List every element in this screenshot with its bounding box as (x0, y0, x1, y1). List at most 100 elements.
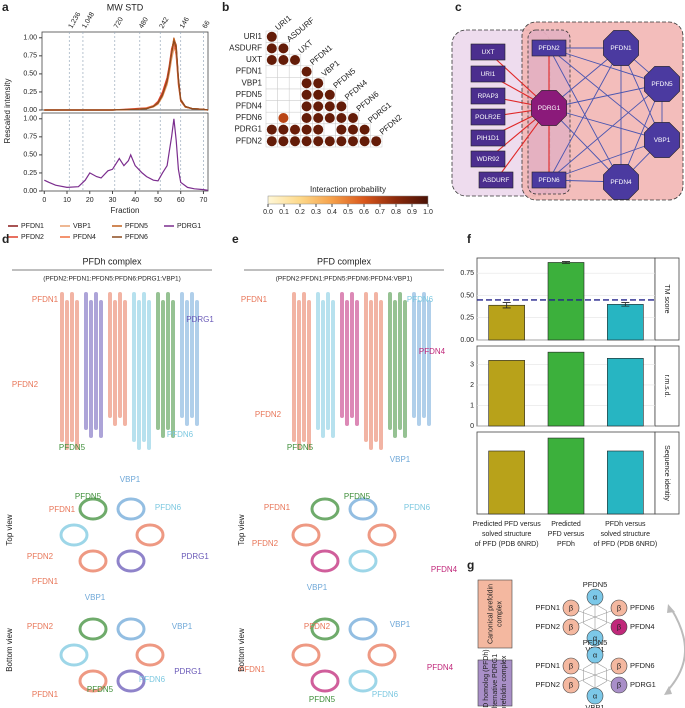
subunit-label: PFDN2 (12, 380, 39, 389)
subunit-name: PFDN1 (535, 661, 560, 670)
helix-ring (310, 549, 340, 573)
x-tick-label: 30 (109, 197, 117, 204)
subunit (610, 676, 628, 694)
helix (417, 300, 421, 426)
helix-ring (291, 643, 321, 667)
edge (548, 83, 663, 109)
column-label: VBP1 (320, 58, 342, 78)
subunit-label: PFDN1 (32, 690, 59, 699)
probability-dot (266, 55, 277, 65)
subunit-name: VBP1 (585, 703, 604, 708)
node-label: PIH1D1 (477, 135, 500, 142)
subunit-label: PFDN2 (27, 622, 54, 631)
series-line (44, 47, 209, 111)
subunit (610, 618, 628, 636)
row-label: PFDN5 (236, 90, 263, 99)
helix (180, 292, 184, 418)
subunit-label: PFDN1 (49, 505, 76, 514)
node (644, 122, 680, 158)
probability-dot (266, 136, 277, 147)
colorbar-tick-label: 1.0 (423, 209, 433, 216)
subunit-name: PFDN4 (630, 622, 655, 631)
helix (108, 292, 112, 418)
node-label: UXT (482, 49, 495, 56)
subunit-label: PFDN1 (239, 665, 266, 674)
helix-ring (348, 497, 378, 521)
subunit-label: PDRG1 (174, 667, 202, 676)
complex-name: complex (496, 600, 503, 627)
subunit (586, 588, 604, 606)
helix (171, 300, 175, 438)
complex-name: prefoldin complex (501, 655, 508, 708)
node (478, 171, 514, 189)
series-line (44, 118, 209, 191)
helix (118, 292, 122, 418)
error-bar (562, 261, 570, 264)
category-label: solved structure (482, 531, 532, 538)
subunit-label: PFDN6 (139, 675, 166, 684)
probability-dot (290, 136, 300, 147)
node (603, 30, 639, 66)
subunit-label: PFDN2 (304, 622, 331, 631)
matrix-cell (265, 111, 278, 125)
probability-dot (313, 124, 324, 135)
panel-letter: c (455, 0, 462, 14)
subunit-label: PFDN1 (32, 577, 59, 586)
x-tick-label: 70 (200, 197, 208, 204)
helix-ring (310, 497, 340, 521)
subunit-type: α (593, 691, 598, 700)
subunit-type: β (569, 603, 574, 612)
subunit-type: β (617, 603, 622, 612)
bar (547, 262, 585, 341)
probability-dot (301, 136, 312, 147)
probability-dot (348, 113, 358, 123)
node-label: POLR2E (475, 114, 501, 121)
complex-name: alternative PDRG1 (492, 654, 499, 708)
helix-ring (135, 523, 165, 547)
y-tick-label: 1 (470, 402, 474, 409)
helix-ring (59, 523, 89, 547)
helix (70, 292, 74, 442)
probability-dot (324, 136, 335, 147)
helix (142, 292, 146, 442)
helix (75, 300, 79, 450)
subunit-label: PFDN1 (264, 503, 291, 512)
subunit-name: PFDN5 (583, 580, 608, 589)
subunit (586, 646, 604, 664)
helix-ring (348, 669, 378, 693)
matrix-cell (265, 88, 278, 101)
node-label: URI1 (481, 71, 496, 78)
x-tick-label: 60 (177, 197, 185, 204)
legend-label: PFDN2 (21, 234, 44, 241)
category-label: Predicted PFD versus (473, 521, 542, 528)
subunit-label: VBP1 (390, 620, 411, 629)
bar (547, 437, 585, 515)
helix-ring (116, 617, 146, 641)
subunit-label: PFDN4 (419, 347, 446, 356)
probability-dot (313, 89, 324, 100)
probability-dot (359, 124, 370, 135)
subunit-label: PFDN2 (252, 539, 279, 548)
helix (398, 292, 402, 430)
probability-dot (336, 113, 347, 123)
complex-title: PFD complex (317, 256, 372, 266)
subunit-name: PFDN6 (630, 661, 655, 670)
subunit-name: PFDN5 (583, 638, 608, 647)
subunit-label: VBP1 (85, 593, 106, 602)
strip (654, 345, 680, 427)
y-axis-label: Rescaled intensity (3, 79, 12, 144)
view-label: Top view (237, 514, 246, 545)
subunit (586, 687, 604, 705)
probability-dot (301, 113, 312, 123)
helix (94, 292, 98, 430)
node (531, 39, 567, 57)
helix (84, 292, 88, 430)
subunit (586, 629, 604, 647)
probability-dot (348, 124, 358, 135)
subunit-label: PFDN5 (75, 492, 102, 501)
subunit-label: VBP1 (172, 622, 193, 631)
subunit (562, 657, 580, 675)
probability-dot (278, 55, 289, 65)
y-tick-label: 0.25 (23, 170, 37, 177)
category-label: PFDh (557, 541, 575, 548)
